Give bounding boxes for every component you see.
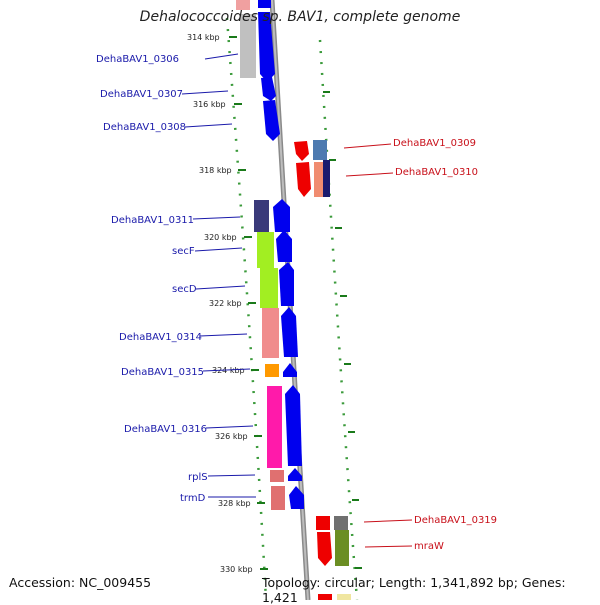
gene-block — [337, 594, 351, 600]
gene-label: secD — [172, 284, 197, 295]
gene-label-group[interactable]: mraW — [364, 541, 444, 552]
scale-tick-right — [323, 91, 362, 569]
gene-arrow — [261, 77, 276, 101]
gene-arrow — [289, 486, 304, 509]
gene-label: DehaBAV1_0316 — [124, 424, 207, 435]
gene-label: DehaBAV1_0310 — [395, 167, 478, 178]
gene-arrow — [288, 468, 302, 481]
gene-arrow-reverse — [317, 532, 332, 566]
gene-arrow-reverse — [296, 162, 311, 197]
svg-text:328 kbp: 328 kbp — [218, 499, 251, 508]
svg-text:318 kbp: 318 kbp — [199, 166, 232, 175]
gene-block — [271, 486, 285, 510]
gene-block — [254, 200, 269, 232]
svg-text:322 kbp: 322 kbp — [209, 299, 242, 308]
scale-track-left — [225, 17, 268, 600]
scale-mark: 318 kbp — [199, 166, 246, 175]
scale-mark: 316 kbp — [193, 100, 242, 109]
svg-text:314 kbp: 314 kbp — [187, 33, 220, 42]
gene-arrow — [283, 363, 297, 377]
svg-text:326 kbp: 326 kbp — [215, 432, 248, 441]
gene-arrow — [263, 100, 280, 141]
gene-label-group[interactable]: DehaBAV1_0314 — [119, 332, 248, 343]
gene-label: DehaBAV1_0314 — [119, 332, 202, 343]
scale-mark: 330 kbp — [220, 565, 268, 574]
gene-label: DehaBAV1_0319 — [414, 515, 497, 526]
gene-block — [316, 516, 330, 530]
gene-arrow — [279, 262, 294, 306]
gene-arrow — [258, 12, 275, 82]
gene-label: secF — [172, 246, 195, 257]
gene-label-group[interactable]: rplS — [188, 472, 256, 483]
scale-mark: 328 kbp — [218, 499, 265, 508]
gene-label: trmD — [180, 493, 206, 504]
gene-arrow — [276, 230, 292, 262]
gene-label-group[interactable]: DehaBAV1_0308 — [103, 122, 233, 133]
gene-block — [260, 268, 278, 308]
gene-block — [314, 162, 323, 197]
scale-mark: 320 kbp — [204, 233, 252, 242]
gene-label: DehaBAV1_0311 — [111, 215, 194, 226]
scale-mark: 314 kbp — [187, 33, 237, 42]
gene-label-group[interactable]: DehaBAV1_0316 — [124, 424, 254, 435]
gene-block — [323, 160, 330, 197]
accession-text: Accession: NC_009455 — [9, 575, 152, 590]
gene-label-group[interactable]: DehaBAV1_0310 — [345, 167, 478, 178]
scale-mark: 324 kbp — [212, 366, 259, 375]
gene-label-group[interactable]: trmD — [180, 493, 256, 504]
gene-block — [240, 14, 256, 78]
svg-text:320 kbp: 320 kbp — [204, 233, 237, 242]
gene-label-group[interactable]: DehaBAV1_0306 — [96, 53, 239, 65]
gene-label-group[interactable]: DehaBAV1_0319 — [363, 515, 497, 526]
gene-block — [265, 364, 279, 377]
gene-block — [267, 386, 282, 468]
gene-label-group[interactable]: DehaBAV1_0311 — [111, 215, 241, 226]
gene-arrow-reverse — [294, 141, 309, 161]
topology-text: Topology: circular; Length: 1,341,892 bp… — [262, 575, 566, 605]
gene-block — [257, 232, 274, 268]
gene-label: DehaBAV1_0309 — [393, 138, 476, 149]
gene-block — [334, 516, 348, 530]
gene-label: DehaBAV1_0308 — [103, 122, 186, 133]
gene-block — [236, 0, 250, 10]
map-title: Dehalococcoides sp. BAV1, complete genom… — [139, 9, 461, 25]
gene-arrow — [281, 307, 298, 357]
gene-label: mraW — [414, 541, 444, 552]
gene-label: DehaBAV1_0307 — [100, 89, 183, 100]
gene-block — [270, 470, 284, 482]
gene-arrow — [258, 0, 271, 8]
gene-block — [318, 594, 332, 600]
scale-mark: 322 kbp — [209, 299, 256, 308]
gene-label-group[interactable]: DehaBAV1_0315 — [121, 367, 251, 378]
gene-block — [262, 308, 279, 358]
gene-arrow — [273, 199, 290, 232]
gene-label: DehaBAV1_0306 — [96, 54, 179, 65]
gene-label-group[interactable]: secF — [172, 246, 243, 257]
svg-text:316 kbp: 316 kbp — [193, 100, 226, 109]
gene-label: DehaBAV1_0315 — [121, 367, 204, 378]
svg-text:330 kbp: 330 kbp — [220, 565, 253, 574]
gene-block — [313, 140, 327, 160]
gene-label-group[interactable]: DehaBAV1_0309 — [343, 138, 476, 149]
gene-arrow — [285, 385, 302, 466]
gene-label: rplS — [188, 472, 208, 483]
gene-label-group[interactable]: secD — [172, 284, 246, 295]
scale-mark: 326 kbp — [215, 432, 262, 441]
gene-block — [335, 530, 349, 566]
gene-label-group[interactable]: DehaBAV1_0307 — [100, 89, 229, 100]
svg-text:324 kbp: 324 kbp — [212, 366, 245, 375]
